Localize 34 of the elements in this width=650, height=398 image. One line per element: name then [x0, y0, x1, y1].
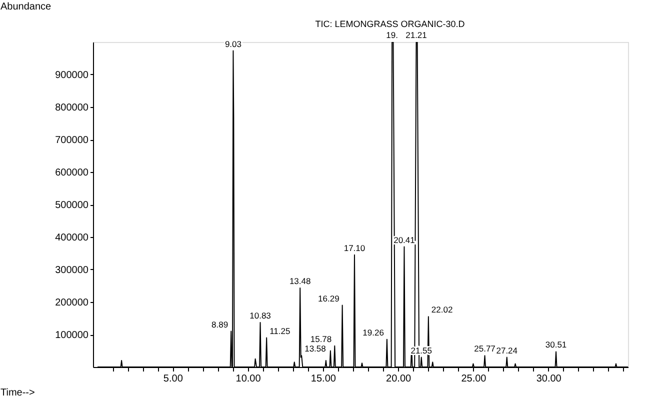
- annotation: 9.03: [224, 38, 242, 49]
- y-tick-label: 600000: [55, 168, 89, 178]
- x-axis-title: Time-->: [0, 388, 36, 398]
- y-tick-label: 700000: [55, 135, 89, 146]
- annotation: 22.02: [431, 304, 453, 315]
- annotation: 15.78: [310, 334, 332, 344]
- annotation: 13.48: [289, 276, 311, 286]
- y-tick-label: 200000: [55, 298, 89, 308]
- chart-title: TIC: LEMONGRASS ORGANIC-30.D: [315, 19, 466, 29]
- annotation: 25.77: [474, 344, 496, 354]
- annotation: 11.25: [270, 326, 290, 336]
- y-tick-label: 100000: [55, 330, 89, 341]
- x-tick-label: 5.00: [163, 374, 184, 384]
- y-tick-label: 800000: [55, 102, 89, 114]
- annotation: 27.24: [496, 345, 518, 356]
- y-axis-title: Abundance: [0, 2, 52, 12]
- annotation: 8.89: [212, 319, 228, 330]
- annotation: 17.10: [344, 242, 366, 253]
- y-tick-label: 500000: [55, 200, 89, 211]
- annotation: 21.21: [406, 30, 428, 40]
- x-tick-label: 20.00: [386, 374, 412, 384]
- annotation: 30.51: [545, 340, 567, 350]
- y-tick-label: 300000: [55, 265, 89, 276]
- annotation: 19.: [386, 30, 398, 40]
- x-tick-label: 15.00: [310, 374, 336, 384]
- annotation: 19.26: [362, 327, 384, 338]
- x-tick-label: 30.00: [536, 374, 562, 384]
- x-tick-label: 10.00: [236, 374, 262, 384]
- x-tick-label: 25.00: [461, 374, 487, 384]
- annotation: 10.83: [250, 310, 272, 320]
- y-tick-label: 900000: [55, 70, 89, 81]
- annotation: 16.29: [318, 293, 340, 304]
- y-tick-label: 400000: [55, 232, 89, 244]
- annotation: 13.58: [304, 344, 326, 354]
